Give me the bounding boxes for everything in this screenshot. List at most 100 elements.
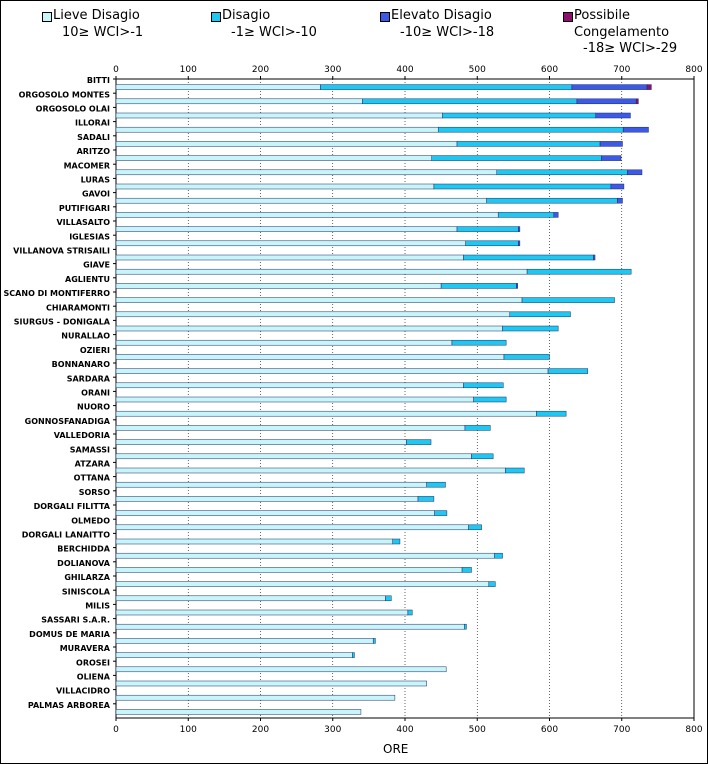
category-label: SORSO — [79, 488, 110, 497]
bar-segment — [115, 254, 464, 261]
category-label: SAMASSI — [70, 445, 110, 454]
category-label: DOMUS DE MARIA — [29, 630, 111, 639]
x-tick-label-bottom: 600 — [541, 725, 558, 735]
category-label: OROSEI — [76, 658, 110, 667]
bar-segment — [115, 311, 511, 318]
category-label: SIURGUS - DONIGALA — [14, 318, 111, 327]
bar-segment — [115, 538, 393, 545]
bar-segment — [610, 183, 625, 190]
x-tick-label-top: 300 — [324, 65, 341, 75]
x-tick-label-top: 100 — [180, 65, 197, 75]
bar-segment — [115, 112, 443, 119]
x-axis-title: ORE — [383, 742, 409, 756]
bar-segment — [392, 538, 401, 545]
bar-segment — [115, 680, 427, 687]
bar-segment — [115, 339, 453, 346]
bar-segment — [434, 510, 448, 516]
bar-segment — [571, 84, 648, 90]
bar-segment — [622, 126, 649, 133]
bar-segment — [385, 595, 392, 602]
bar-segment — [115, 638, 374, 644]
legend-range: 10≥ WCI>-1 — [62, 25, 144, 40]
bar-segment — [518, 240, 521, 247]
bar-segment — [407, 609, 413, 616]
category-label: SARDARA — [67, 374, 111, 383]
category-label: PUTIFIGARI — [59, 204, 110, 213]
x-tick-label-bottom: 200 — [252, 725, 269, 735]
x-tick-label-bottom: 700 — [613, 725, 630, 735]
bar-segment — [115, 595, 386, 602]
category-label: MILIS — [85, 602, 110, 611]
bar-segment — [617, 197, 623, 204]
bar-segment — [115, 396, 474, 403]
category-label: OLMEDO — [71, 516, 110, 525]
bar-segment — [433, 183, 612, 190]
bar-segment — [115, 84, 321, 90]
bar-segment — [115, 297, 523, 303]
bar-segment — [115, 141, 458, 147]
bar-segment — [494, 552, 503, 559]
bar-segment — [115, 382, 464, 389]
x-tick-label-bottom: 100 — [180, 725, 197, 735]
bar-segment — [115, 496, 419, 502]
bar-segment — [115, 126, 439, 133]
bar-segment — [115, 581, 490, 587]
category-label: VALLEDORIA — [54, 431, 111, 440]
category-label: BONNANARO — [52, 360, 111, 369]
category-label: SCANO DI MONTIFERRO — [4, 289, 111, 298]
bar-segment — [463, 382, 504, 389]
bar-segment — [646, 84, 652, 90]
x-tick-label-top: 600 — [541, 65, 558, 75]
bar-segment — [473, 396, 507, 403]
bar-segment — [115, 183, 435, 190]
bar-segment — [115, 325, 503, 332]
x-tick-label-top: 800 — [685, 65, 702, 75]
bar-segment — [426, 481, 446, 488]
bar-segment — [115, 410, 537, 417]
category-label: OZIERI — [80, 346, 110, 355]
category-label: SASSARI S.A.R. — [41, 616, 110, 625]
bar-segment — [115, 709, 362, 715]
x-tick-label-top: 500 — [469, 65, 486, 75]
bar-segment — [526, 268, 632, 275]
category-label: VILLASALTO — [56, 218, 110, 227]
bar-segment — [497, 212, 555, 218]
bar-segment — [451, 339, 507, 346]
bar-segment — [115, 694, 396, 701]
x-tick-label-bottom: 800 — [685, 725, 702, 735]
category-label: MURAVERA — [60, 644, 111, 653]
bar-segment — [553, 212, 559, 218]
bar-segment — [431, 155, 602, 161]
bar-segment — [599, 141, 623, 147]
bar-segment — [576, 98, 637, 105]
bar-segment — [115, 155, 432, 161]
category-label: NUORO — [77, 403, 110, 412]
bar-segment — [503, 354, 550, 360]
bar-segment — [115, 240, 466, 247]
bar-segment — [115, 268, 528, 275]
bar-segment — [115, 425, 466, 431]
bar-segment — [496, 169, 628, 176]
bar-segment — [465, 240, 519, 247]
category-label: GAVOI — [82, 190, 110, 199]
category-label: OTTANA — [74, 474, 111, 483]
bar-segment — [456, 226, 519, 232]
x-tick-label-bottom: 0 — [113, 725, 119, 735]
bar-segment — [115, 453, 472, 460]
legend-label: Lieve Disagio — [53, 8, 140, 23]
legend-swatch-possibile-congelamento — [563, 12, 573, 22]
bar-segment — [601, 155, 622, 161]
category-label: GHILARZA — [64, 573, 110, 582]
bar-segment — [437, 126, 624, 133]
bar-segment — [115, 169, 498, 176]
category-label: SINISCOLA — [62, 587, 111, 596]
category-label: ORGOSOLO MONTES — [19, 90, 111, 99]
bar-segment — [115, 510, 435, 516]
bar-segment — [521, 297, 615, 303]
x-tick-label-bottom: 400 — [396, 725, 413, 735]
category-label: BITTI — [87, 76, 110, 85]
bar-segment — [320, 84, 573, 90]
x-tick-label-top: 700 — [613, 65, 630, 75]
bar-segment — [486, 197, 618, 204]
bar-segment — [547, 368, 589, 374]
